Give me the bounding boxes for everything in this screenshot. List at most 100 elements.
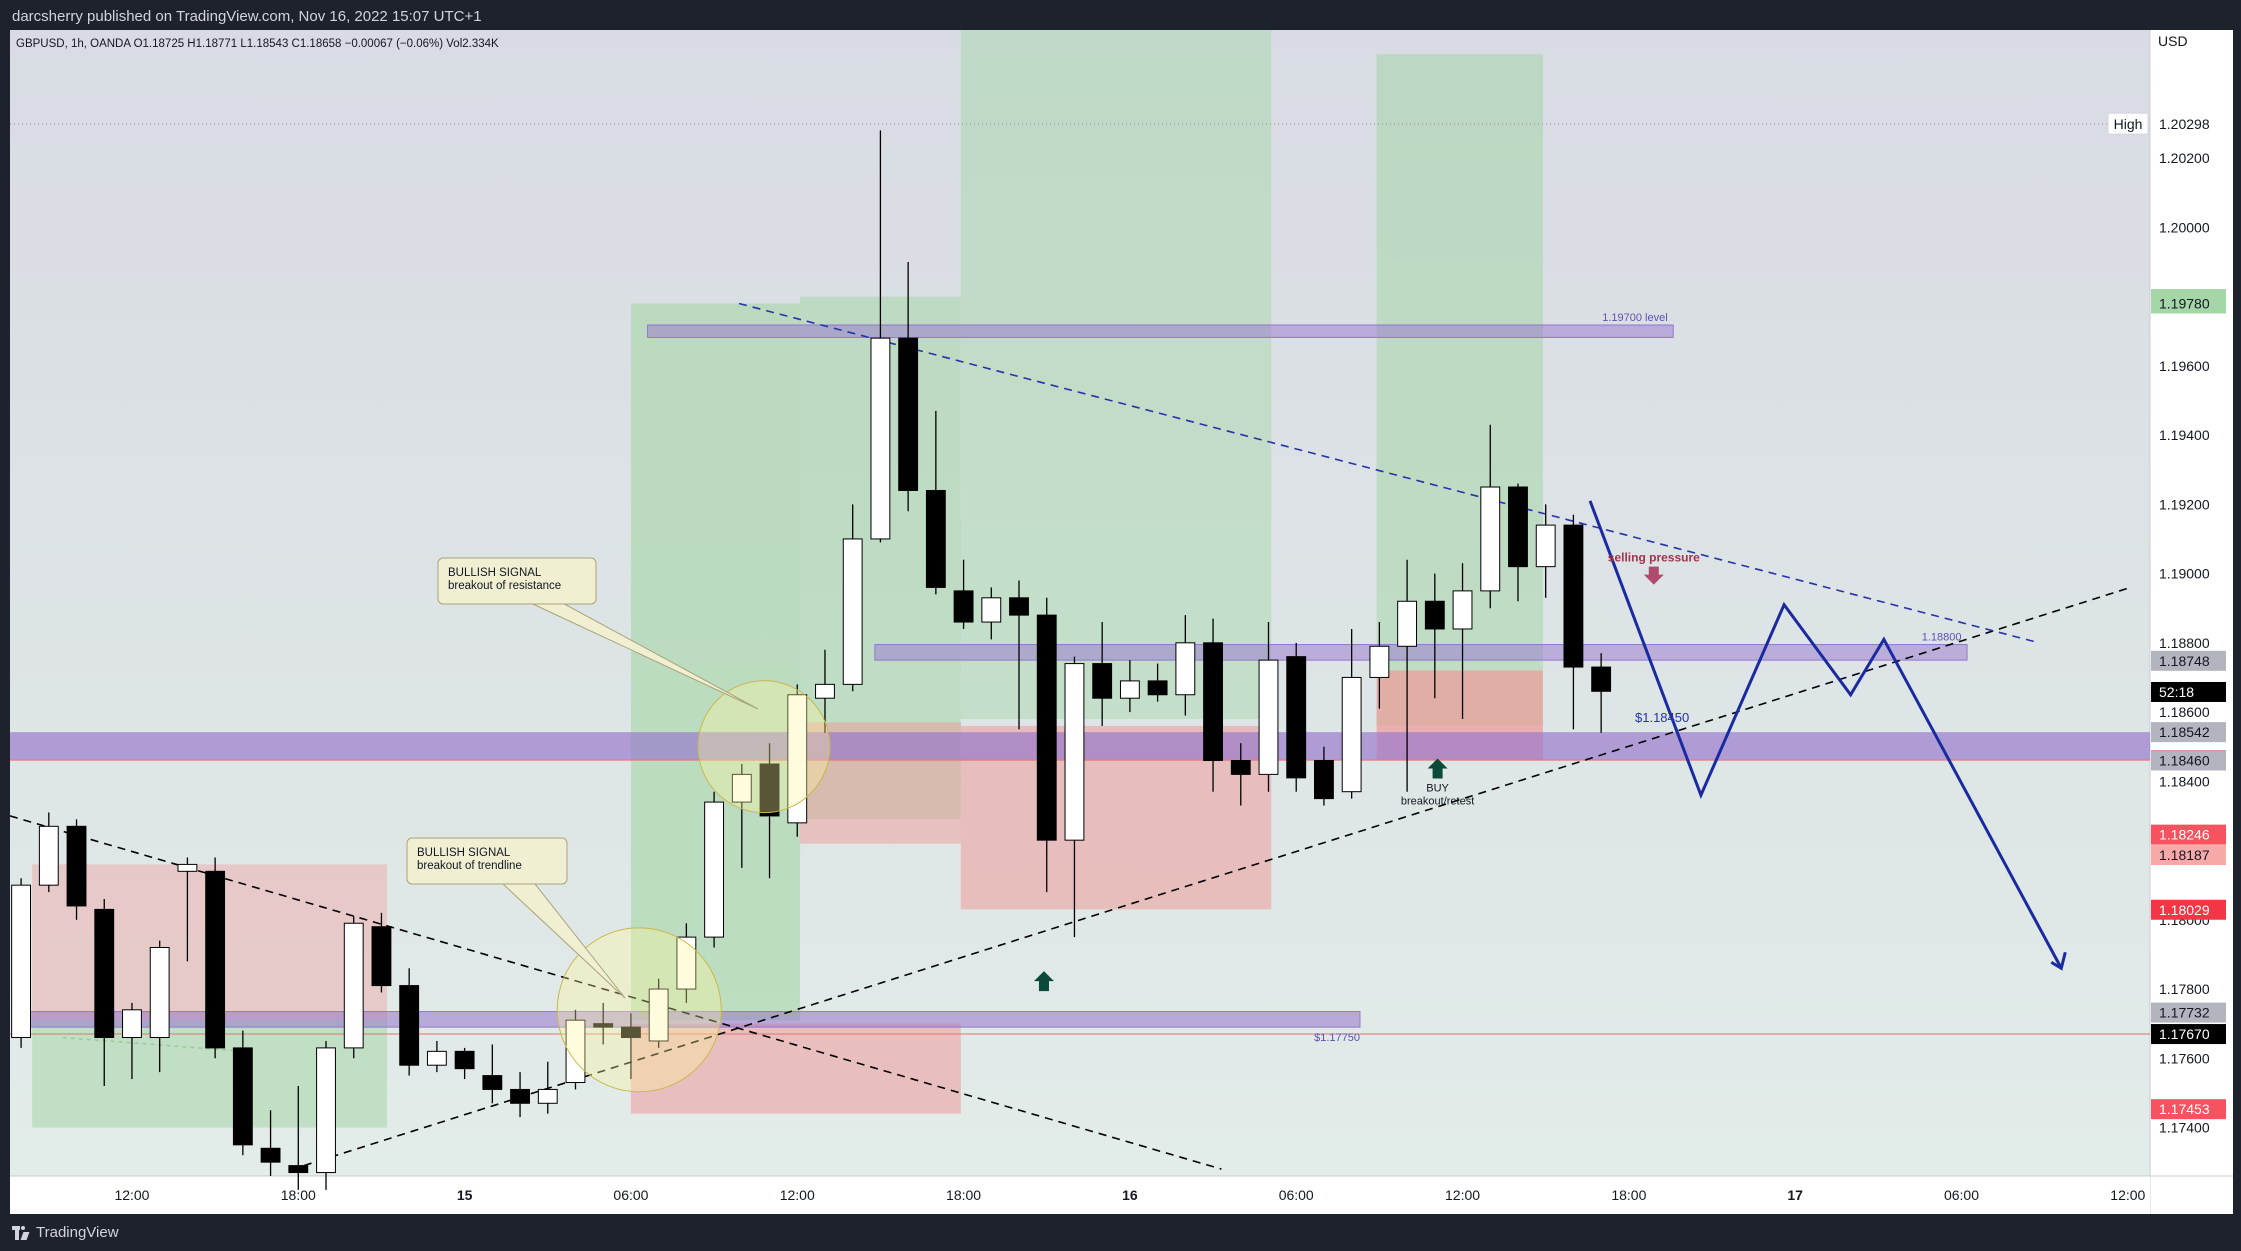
candle xyxy=(66,819,87,920)
bullish-signal-trendline-callout-text: BULLISH SIGNAL xyxy=(417,847,511,859)
candle-body xyxy=(1230,760,1251,775)
candle xyxy=(1036,597,1057,893)
publish-header: darcsherry published on TradingView.com,… xyxy=(0,0,2241,32)
time-tick-label: 18:00 xyxy=(1611,1187,1646,1203)
candle xyxy=(399,968,420,1076)
candle xyxy=(815,649,835,733)
time-tick-label: 12:00 xyxy=(2110,1187,2145,1203)
candle-body xyxy=(11,884,32,1039)
candle xyxy=(482,1044,503,1104)
candle xyxy=(149,940,170,1073)
price-axis-label: 52:18 xyxy=(2159,684,2194,700)
tradingview-logo[interactable]: TradingView xyxy=(12,1224,119,1241)
candle-body xyxy=(537,1088,558,1104)
candle xyxy=(593,1002,614,1045)
bullish-signal-trendline-callout-text: breakout of trendline xyxy=(417,860,522,872)
candle xyxy=(621,1013,641,1080)
candle-body xyxy=(593,1023,614,1028)
bullish-signal-trendline-callout-box xyxy=(406,837,568,885)
candle-body xyxy=(1452,590,1473,630)
candle-body xyxy=(316,1047,336,1174)
candle-body xyxy=(177,863,198,872)
time-tick-label: 12:00 xyxy=(114,1187,149,1203)
candle xyxy=(232,1030,253,1156)
candle xyxy=(1424,573,1445,699)
price-axis-label: 1.18187 xyxy=(2159,847,2210,863)
signal-highlight-circle xyxy=(697,680,831,814)
candle xyxy=(537,1061,558,1114)
candle xyxy=(1009,580,1029,730)
candle-body xyxy=(648,988,669,1042)
candle-body xyxy=(426,1050,447,1066)
price-axis-label-badge xyxy=(2151,293,2226,314)
candle-body xyxy=(454,1050,475,1070)
candle xyxy=(1119,660,1140,713)
candle xyxy=(1563,514,1584,730)
price-tick-label: 1.18400 xyxy=(2159,773,2210,789)
long-position-stop-zone xyxy=(630,1023,961,1114)
candle-body xyxy=(1092,663,1113,699)
candle-body xyxy=(232,1047,253,1146)
candle-body xyxy=(1397,600,1418,647)
candle xyxy=(1591,653,1612,733)
buy-arrow-icon xyxy=(1427,758,1448,779)
candlestick-chart[interactable]: 1.19700 level 1.18800 $1.17750 BULLISH SIGN… xyxy=(10,30,2233,1214)
candle-body xyxy=(815,683,835,699)
candle xyxy=(1535,504,1556,598)
tradingview-logo-icon xyxy=(12,1225,30,1240)
candle-body xyxy=(1314,760,1334,800)
level-label-1-18450: $1.18450 xyxy=(1635,710,1689,725)
candle-body xyxy=(759,763,780,817)
candle-body xyxy=(787,694,808,824)
candle xyxy=(1286,642,1307,792)
price-axis-label-badge xyxy=(2151,824,2226,845)
symbol-ohlc-legend: GBPUSD, 1h, OANDA O1.18725 H1.18771 L1.1… xyxy=(16,38,499,50)
candle xyxy=(260,1110,281,1176)
price-axis-label-badge xyxy=(2151,650,2226,671)
candle-body xyxy=(1563,524,1584,668)
level-label-1-17750: $1.17750 xyxy=(1314,1032,1360,1044)
candle-body xyxy=(371,926,392,987)
candle xyxy=(676,923,697,1003)
candle xyxy=(371,912,392,993)
entry-arrow-icon xyxy=(1033,971,1054,992)
plot-background xyxy=(10,30,2150,1176)
time-tick-label: 18:00 xyxy=(281,1187,316,1203)
price-axis-label: 1.17732 xyxy=(2159,1005,2210,1021)
candle xyxy=(981,587,1002,640)
candle xyxy=(925,410,946,595)
candle xyxy=(787,684,808,837)
candle xyxy=(38,812,59,893)
candle-body xyxy=(260,1147,281,1163)
chart-area[interactable]: 1.19700 level 1.18800 $1.17750 BULLISH SIGN… xyxy=(10,30,2233,1214)
candle-body xyxy=(122,1009,142,1039)
candle xyxy=(731,763,752,868)
candle xyxy=(94,899,115,1086)
price-axis-label-badge xyxy=(2151,1002,2226,1023)
time-tick-label: 12:00 xyxy=(1445,1187,1480,1203)
candle-body xyxy=(205,870,226,1049)
price-axis-label: 1.18246 xyxy=(2159,827,2210,843)
candle xyxy=(842,504,863,692)
candle xyxy=(870,130,891,543)
price-axis-label: 1.18748 xyxy=(2159,653,2210,669)
time-tick-label: 06:00 xyxy=(1944,1187,1979,1203)
candle-body xyxy=(1175,642,1196,696)
candle-body xyxy=(288,1165,309,1174)
price-axis-label-badge xyxy=(2151,722,2226,743)
buy-breakout-retest-label: breakout/retest xyxy=(1401,795,1474,807)
time-tick-label: 17 xyxy=(1787,1187,1803,1203)
candle xyxy=(316,1040,336,1190)
price-tick-label: 1.20200 xyxy=(2159,150,2210,166)
long-position-target-zone xyxy=(960,30,1272,719)
candle-body xyxy=(1009,597,1029,616)
price-axis-label-badge xyxy=(2151,845,2226,866)
ascending-trendline-dashed xyxy=(303,586,2131,1167)
price-tick-label: 1.17400 xyxy=(2159,1120,2210,1136)
candle-body xyxy=(1203,642,1223,762)
time-tick-label: 12:00 xyxy=(780,1187,815,1203)
currency-label: USD xyxy=(2158,33,2188,49)
candle xyxy=(1092,622,1113,726)
candle xyxy=(1147,663,1168,702)
candle xyxy=(1258,622,1279,792)
